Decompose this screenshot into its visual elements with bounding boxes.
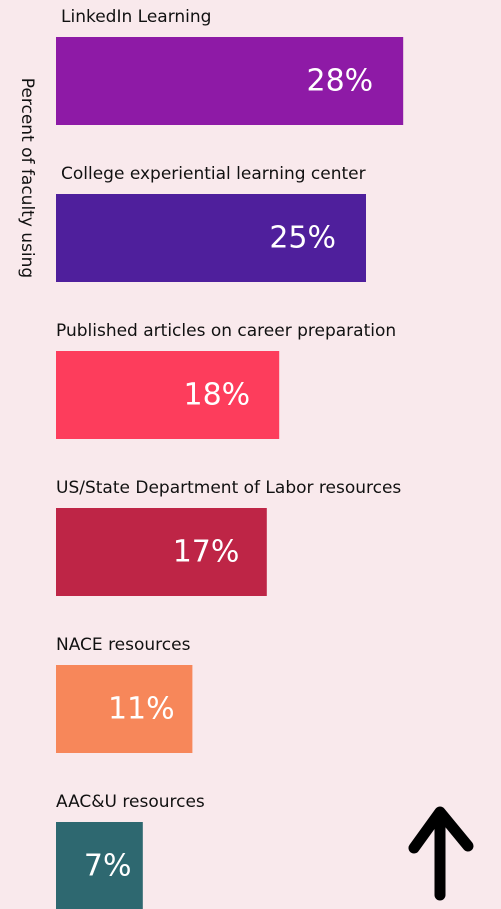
category-label: College experiential learning center: [61, 164, 366, 184]
bar: [56, 665, 193, 753]
value-label: 17%: [173, 535, 240, 570]
bar: [56, 822, 143, 909]
value-label: 7%: [84, 849, 132, 884]
y-axis-label: Percent of faculty using: [17, 78, 37, 278]
bar: [56, 351, 280, 439]
bar: [56, 194, 366, 282]
value-label: 11%: [108, 692, 175, 727]
category-label: NACE resources: [56, 635, 191, 655]
category-label: AAC&U resources: [56, 792, 205, 812]
arrow-icon: [408, 806, 474, 901]
bar: [56, 37, 404, 125]
value-label: 18%: [183, 378, 250, 413]
value-label: 25%: [269, 221, 336, 256]
value-label: 28%: [307, 64, 374, 99]
category-label: Published articles on career preparation: [56, 321, 396, 341]
category-label: LinkedIn Learning: [61, 7, 211, 27]
bar: [56, 508, 267, 596]
category-label: US/State Department of Labor resources: [56, 478, 401, 498]
